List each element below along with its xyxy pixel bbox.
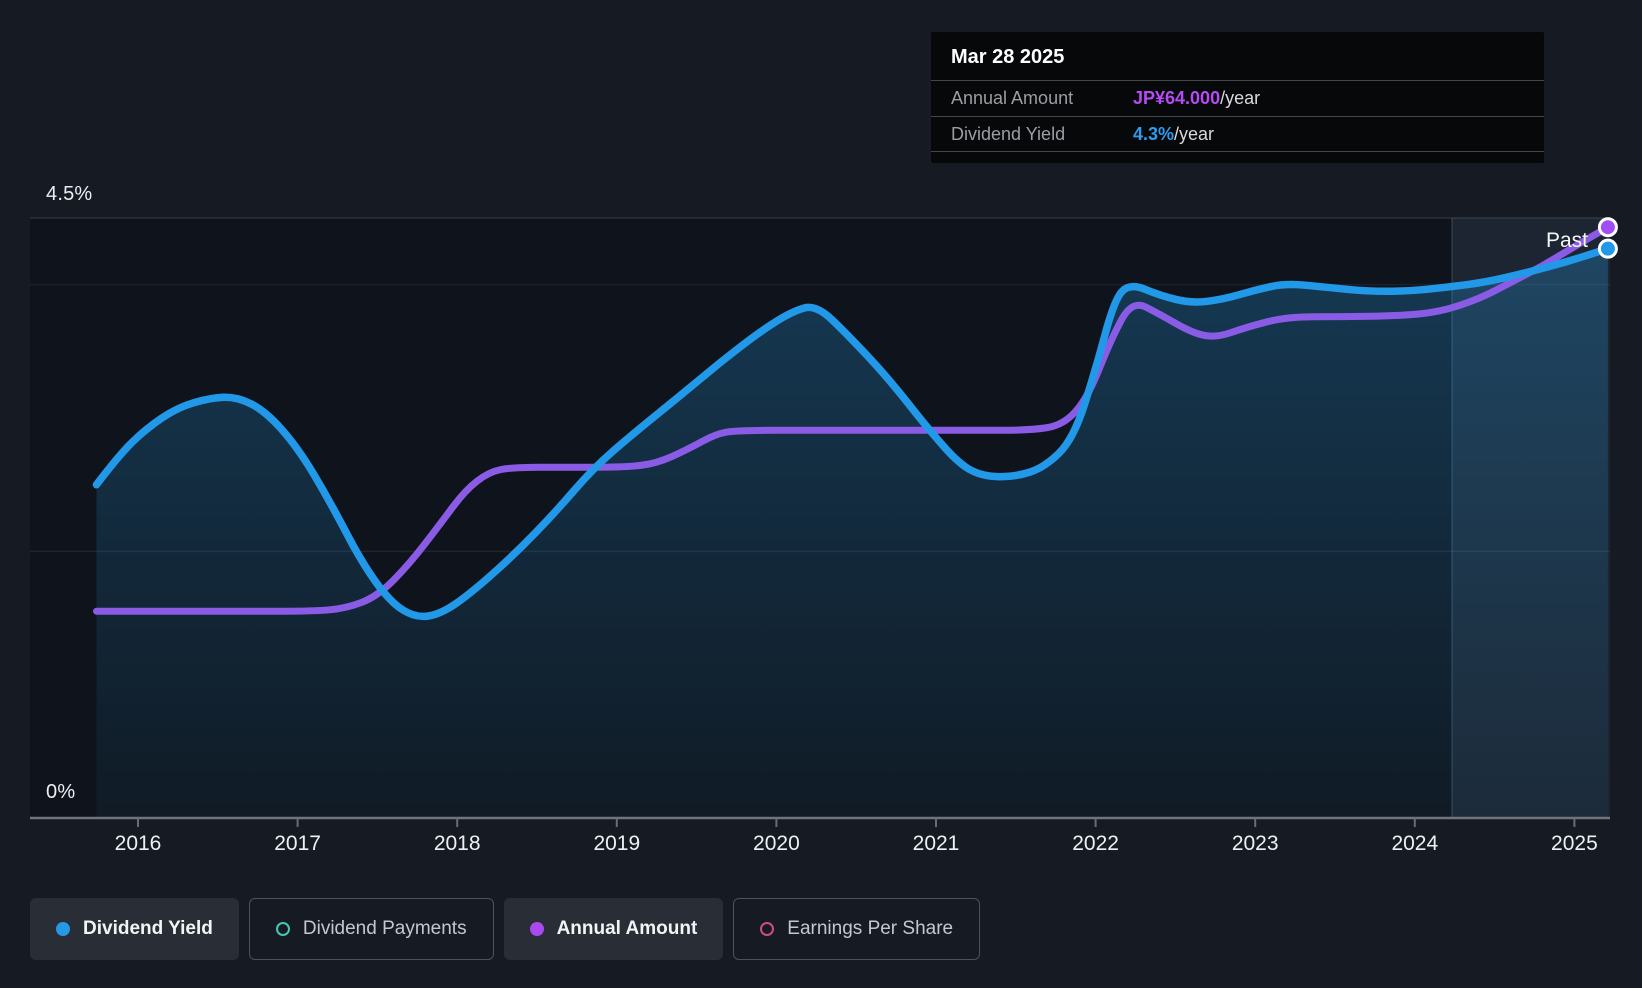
- x-axis-label-2017: 2017: [274, 832, 321, 855]
- y-axis-bottom-label: 0%: [46, 781, 76, 803]
- legend-button-dividend-yield[interactable]: Dividend Yield: [30, 898, 239, 960]
- x-axis-label-2024: 2024: [1391, 832, 1439, 855]
- legend-button-annual-amount[interactable]: Annual Amount: [503, 898, 724, 960]
- legend-button-dividend-payments[interactable]: Dividend Payments: [248, 898, 494, 960]
- tooltip-date: Mar 28 2025: [951, 46, 1065, 68]
- legend-label: Dividend Payments: [302, 918, 467, 939]
- tooltip-label: Annual Amount: [951, 88, 1074, 108]
- y-axis-top-label: 4.5%: [46, 183, 93, 205]
- chart-legend: Dividend Yield Dividend Payments Annual Am…: [30, 898, 981, 960]
- tooltip-suffix: /year: [1220, 88, 1261, 108]
- tooltip-row-dividend-yield: Dividend Yield 4.3% /year: [931, 116, 1544, 152]
- x-axis-label-2025: 2025: [1551, 832, 1598, 855]
- tooltip-row-annual-amount: Annual Amount JP¥64.000 /year: [931, 80, 1544, 116]
- tooltip-value: JP¥64.000: [1133, 88, 1221, 108]
- x-axis-label-2016: 2016: [114, 832, 162, 855]
- annual-amount-line: [93, 223, 1612, 615]
- legend-label: Dividend Yield: [83, 918, 213, 939]
- dividend-yield-end-marker: [1597, 238, 1618, 259]
- tooltip-label: Dividend Yield: [951, 123, 1066, 144]
- x-axis-label-2022: 2022: [1072, 832, 1119, 855]
- tooltip-suffix: /year: [1174, 123, 1215, 144]
- tooltip-value: 4.3%: [1133, 123, 1175, 144]
- x-axis-label-2020: 2020: [753, 832, 800, 855]
- dividend-yield-line: [92, 244, 1612, 621]
- legend-label: Annual Amount: [556, 918, 698, 939]
- annual-amount-dot-icon: [529, 922, 544, 936]
- chart-tooltip: Mar 28 2025 Annual Amount JP¥64.000 /yea…: [931, 32, 1544, 163]
- earnings-per-share-ring-icon: [760, 922, 775, 936]
- legend-label: Earnings Per Share: [787, 918, 954, 939]
- past-label: Past: [1546, 229, 1589, 252]
- annual-amount-end-marker: [1597, 217, 1618, 238]
- dividend-yield-area-fill: [96, 248, 1608, 818]
- dividend-yield-dot-icon: [56, 922, 70, 936]
- legend-button-earnings-per-share[interactable]: Earnings Per Share: [733, 898, 981, 960]
- x-axis-label-2019: 2019: [593, 832, 641, 855]
- dividend-payments-ring-icon: [275, 922, 290, 936]
- x-axis-label-2021: 2021: [912, 832, 960, 855]
- x-axis-label-2023: 2023: [1231, 832, 1279, 855]
- x-axis-label-2018: 2018: [433, 832, 481, 855]
